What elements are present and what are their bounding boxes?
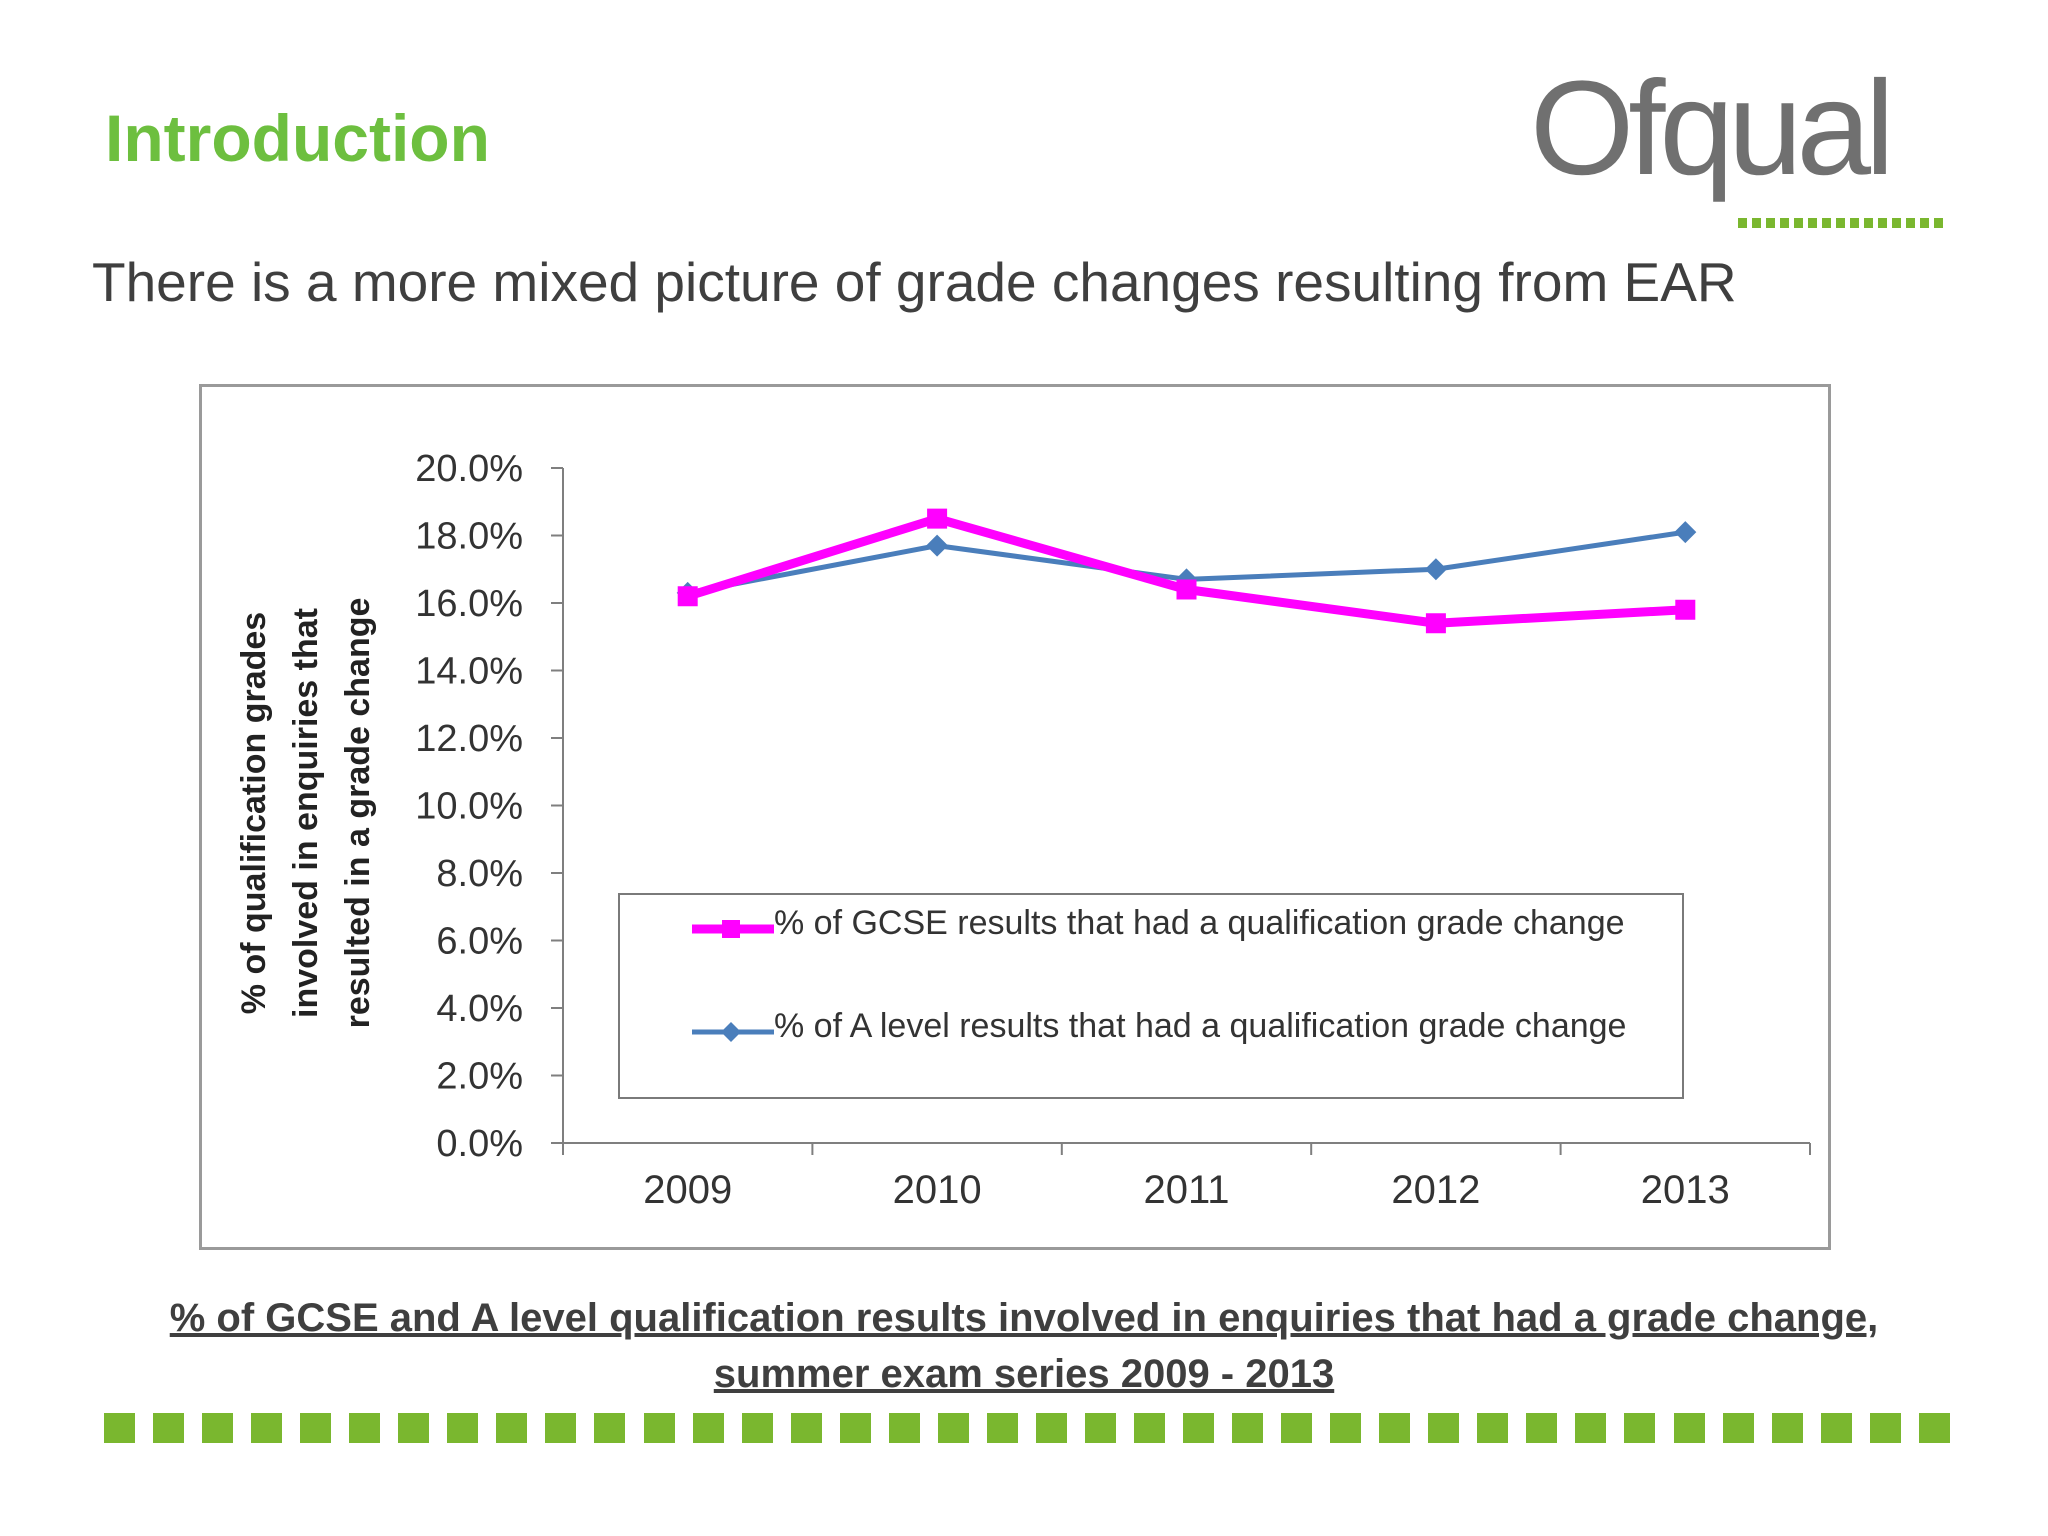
y-tick-label: 6.0%	[436, 921, 523, 963]
ofqual-logo-mark: Ofqual	[1530, 54, 1943, 228]
bottom-bar-square	[1722, 1413, 1754, 1443]
bottom-bar-square	[202, 1413, 234, 1443]
bottom-bar-square	[643, 1413, 675, 1443]
bottom-bar-square	[1771, 1413, 1803, 1443]
x-tick-label: 2010	[893, 1168, 982, 1212]
bottom-bar-square	[1330, 1413, 1362, 1443]
gcse-data-point	[1675, 599, 1696, 620]
bottom-bar-square	[1918, 1413, 1950, 1443]
gcse-data-point	[927, 508, 948, 529]
ofqual-logo: Ofqual	[1530, 54, 1950, 240]
bottom-bar-square	[594, 1413, 626, 1443]
bottom-bar-square	[692, 1413, 724, 1443]
bottom-bar-square	[545, 1413, 577, 1443]
bottom-bar-square	[986, 1413, 1018, 1443]
y-tick-label: 0.0%	[436, 1123, 523, 1165]
x-tick-label: 2012	[1391, 1168, 1480, 1212]
alevel-data-point	[926, 534, 949, 557]
y-tick-label: 14.0%	[415, 651, 523, 693]
bottom-bar-square	[153, 1413, 185, 1443]
bottom-bar-square	[1673, 1413, 1705, 1443]
x-tick-label: 2009	[643, 1168, 732, 1212]
bottom-bar-square	[1281, 1413, 1313, 1443]
chart-caption: % of GCSE and A level qualification resu…	[169, 1296, 1879, 1396]
bottom-bar-square	[251, 1413, 283, 1443]
chart-legend: % of GCSE results that had a qualificati…	[618, 893, 1684, 1099]
y-tick-label: 8.0%	[436, 853, 523, 895]
bottom-bar-square	[1526, 1413, 1558, 1443]
y-tick-label: 16.0%	[415, 583, 523, 625]
y-tick-label: 20.0%	[415, 448, 523, 490]
bottom-bar-square	[104, 1413, 135, 1443]
legend-label-alevel: % of A level results that had a qualific…	[774, 1007, 1627, 1045]
gcse-data-point	[677, 586, 698, 607]
bottom-bar-square	[398, 1413, 430, 1443]
bottom-bar-square	[1575, 1413, 1607, 1443]
decorative-bottom-bar	[104, 1413, 1950, 1443]
bottom-bar-square	[349, 1413, 381, 1443]
bottom-bar-square	[839, 1413, 871, 1443]
bottom-bar-square	[1428, 1413, 1460, 1443]
slide-subtitle: There is a more mixed picture of grade c…	[92, 251, 1737, 313]
y-tick-label: 2.0%	[436, 1056, 523, 1098]
bottom-bar-square	[1084, 1413, 1116, 1443]
gcse-data-point	[1425, 613, 1446, 634]
y-axis-label-text: % of qualification grades involved in en…	[235, 597, 377, 1029]
bottom-bar-square	[790, 1413, 822, 1443]
bottom-bar-square	[1183, 1413, 1215, 1443]
bottom-bar-square	[1133, 1413, 1165, 1443]
x-tick-label: 2011	[1143, 1168, 1229, 1212]
bottom-bar-square	[1820, 1413, 1852, 1443]
bottom-bar-square	[1379, 1413, 1411, 1443]
bottom-bar-square	[1869, 1413, 1901, 1443]
bottom-bar-square	[937, 1413, 969, 1443]
bottom-bar-square	[300, 1413, 332, 1443]
legend-label-gcse: % of GCSE results that had a qualificati…	[774, 904, 1625, 942]
bottom-bar-square	[447, 1413, 479, 1443]
bottom-bar-square	[1035, 1413, 1067, 1443]
bottom-bar-square	[741, 1413, 773, 1443]
y-axis-label: % of qualification grades involved in en…	[235, 548, 377, 1078]
alevel-data-point	[1424, 558, 1447, 581]
legend-swatch-gcse	[692, 920, 774, 938]
legend-swatch-alevel	[692, 1022, 774, 1042]
slide-title: Introduction	[105, 101, 490, 175]
y-tick-label: 10.0%	[415, 786, 523, 828]
svg-text:Ofqual: Ofqual	[1530, 70, 1889, 203]
bottom-bar-square	[1232, 1413, 1264, 1443]
bottom-bar-square	[888, 1413, 920, 1443]
x-tick-label: 2013	[1641, 1168, 1730, 1212]
bottom-bar-square	[1477, 1413, 1509, 1443]
bottom-bar-square	[1624, 1413, 1656, 1443]
bottom-bar-square	[496, 1413, 528, 1443]
gcse-data-point	[1176, 579, 1197, 600]
alevel-data-point	[1674, 521, 1697, 544]
y-tick-label: 4.0%	[436, 988, 523, 1030]
y-tick-label: 18.0%	[415, 516, 523, 558]
chart-frame	[199, 384, 1831, 1250]
y-tick-label: 12.0%	[415, 718, 523, 760]
